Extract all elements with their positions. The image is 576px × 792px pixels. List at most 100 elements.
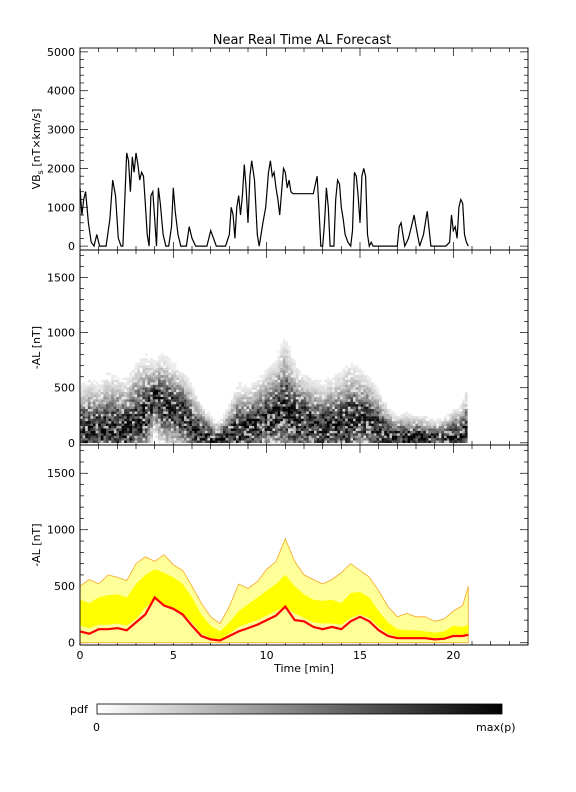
heatmap-cell xyxy=(116,377,120,380)
heatmap-cell xyxy=(113,379,117,383)
heatmap-cell xyxy=(251,423,255,426)
heatmap-cell xyxy=(163,387,166,390)
heatmap-cell xyxy=(332,408,335,412)
heatmap-cell xyxy=(282,345,286,349)
heatmap-cell xyxy=(444,418,447,422)
heatmap-cell xyxy=(256,408,260,412)
heatmap-cell xyxy=(262,423,265,426)
heatmap-cell xyxy=(181,437,185,441)
heatmap-cell xyxy=(303,377,307,380)
x-tick-label: 20 xyxy=(446,649,460,662)
heatmap-cell xyxy=(116,413,120,417)
heatmap-cell xyxy=(449,418,452,422)
heatmap-cell xyxy=(366,423,369,426)
heatmap-cell xyxy=(82,425,86,429)
heatmap-cell xyxy=(142,437,146,441)
heatmap-cell xyxy=(345,428,348,431)
heatmap-cell xyxy=(412,423,416,426)
heatmap-cell xyxy=(334,406,338,409)
heatmap-cell xyxy=(178,404,182,407)
heatmap-cell xyxy=(184,394,187,397)
heatmap-cell xyxy=(345,440,348,443)
heatmap-cell xyxy=(298,435,302,439)
heatmap-cell xyxy=(332,389,335,393)
heatmap-cell xyxy=(173,411,177,414)
heatmap-cell xyxy=(139,377,143,380)
heatmap-cell xyxy=(139,394,143,397)
heatmap-cell xyxy=(412,428,416,431)
heatmap-cell xyxy=(295,411,299,414)
heatmap-cell xyxy=(324,401,328,405)
heatmap-cell xyxy=(126,377,130,380)
heatmap-cell xyxy=(236,433,239,436)
heatmap-cell xyxy=(314,433,317,436)
heatmap-cell xyxy=(163,435,166,439)
heatmap-cell xyxy=(236,416,239,419)
heatmap-cell xyxy=(168,396,172,400)
heatmap-cell xyxy=(82,413,86,417)
heatmap-cell xyxy=(145,406,148,409)
heatmap-cell xyxy=(202,408,205,412)
heatmap-cell xyxy=(194,435,198,439)
heatmap-cell xyxy=(129,404,133,407)
heatmap-cell xyxy=(132,430,135,434)
heatmap-cell xyxy=(139,358,143,361)
heatmap-cell xyxy=(132,394,135,397)
heatmap-cell xyxy=(340,418,343,422)
heatmap-cell xyxy=(415,430,419,434)
heatmap-cell xyxy=(181,413,185,417)
heatmap-cell xyxy=(379,411,382,414)
heatmap-cell xyxy=(197,411,200,414)
heatmap-cell xyxy=(90,428,94,431)
heatmap-cell xyxy=(340,428,343,431)
heatmap-cell xyxy=(342,421,346,424)
heatmap-cell xyxy=(262,384,265,388)
heatmap-cell xyxy=(282,360,286,363)
heatmap-cell xyxy=(280,379,283,383)
heatmap-cell xyxy=(225,423,229,426)
heatmap-cell xyxy=(178,437,182,441)
heatmap-cell xyxy=(80,440,83,443)
heatmap-cell xyxy=(277,399,281,402)
heatmap-cell xyxy=(134,404,138,407)
heatmap-cell xyxy=(186,421,190,424)
heatmap-cell xyxy=(212,433,216,436)
heatmap-cell xyxy=(340,421,343,424)
heatmap-cell xyxy=(295,418,299,422)
heatmap-cell xyxy=(233,411,237,414)
heatmap-cell xyxy=(204,428,208,431)
heatmap-cell xyxy=(132,413,135,417)
heatmap-cell xyxy=(202,416,205,419)
heatmap-cell xyxy=(134,362,138,366)
heatmap-cell xyxy=(272,379,276,383)
heatmap-cell xyxy=(108,401,112,405)
heatmap-cell xyxy=(95,428,99,431)
heatmap-cell xyxy=(82,421,86,424)
heatmap-cell xyxy=(82,391,86,395)
heatmap-cell xyxy=(186,411,190,414)
heatmap-cell xyxy=(301,430,304,434)
heatmap-cell xyxy=(256,425,260,429)
heatmap-cell xyxy=(186,435,190,439)
heatmap-cell xyxy=(98,421,101,424)
heatmap-cell xyxy=(360,396,364,400)
heatmap-cell xyxy=(163,379,166,383)
heatmap-cell xyxy=(282,379,286,383)
heatmap-cell xyxy=(285,387,289,390)
heatmap-cell xyxy=(238,382,242,385)
heatmap-cell xyxy=(134,421,138,424)
heatmap-cell xyxy=(142,358,146,361)
heatmap-cell xyxy=(249,416,252,419)
heatmap-cell xyxy=(126,389,130,393)
heatmap-cell xyxy=(116,430,120,434)
heatmap-cell xyxy=(95,389,99,393)
heatmap-cell xyxy=(324,411,328,414)
heatmap-cell xyxy=(228,411,231,414)
heatmap-cell xyxy=(459,413,463,417)
heatmap-cell xyxy=(228,413,231,417)
heatmap-cell xyxy=(113,428,117,431)
heatmap-cell xyxy=(285,413,289,417)
heatmap-cell xyxy=(298,413,302,417)
heatmap-cell xyxy=(332,406,335,409)
heatmap-cell xyxy=(152,370,156,373)
